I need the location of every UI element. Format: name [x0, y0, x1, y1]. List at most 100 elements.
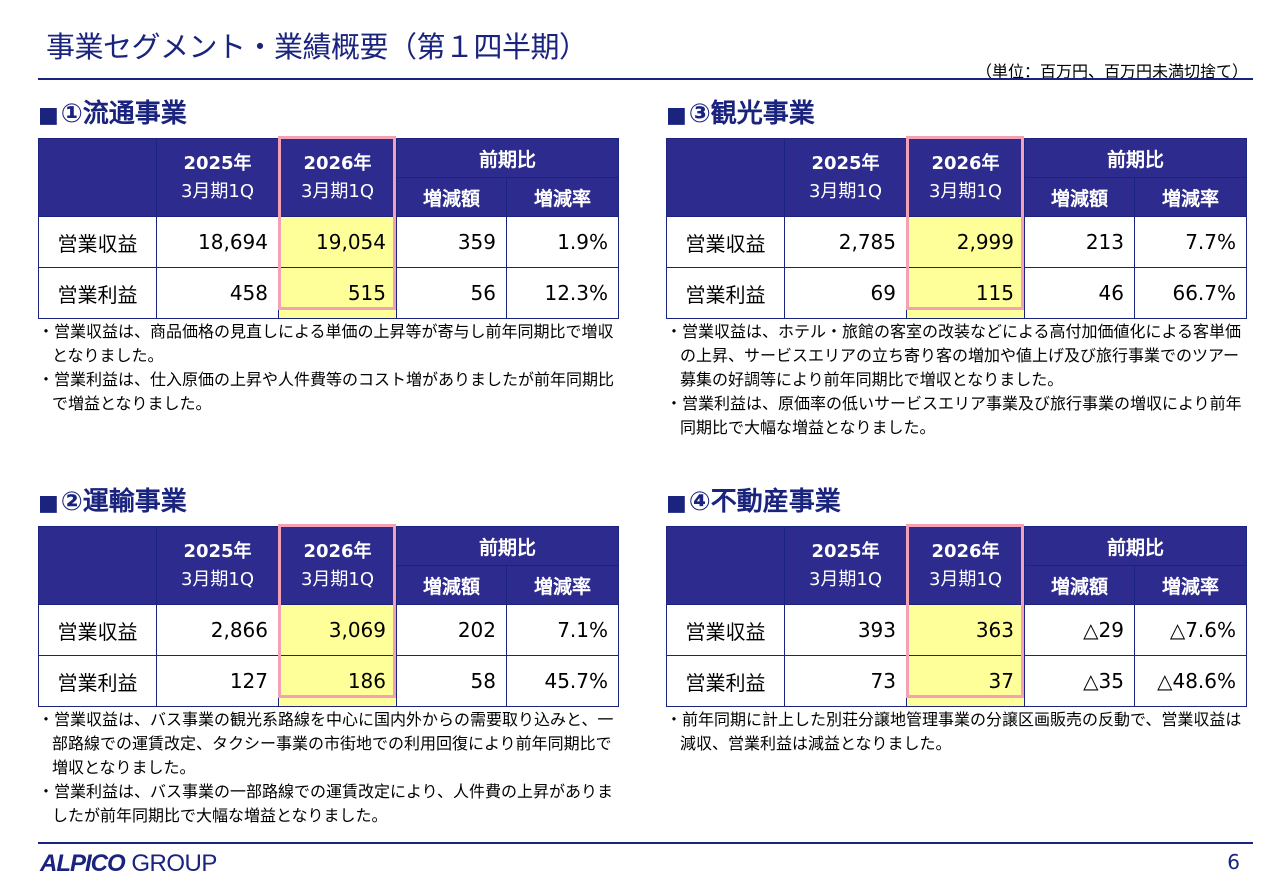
- square-marker: ■: [666, 491, 687, 516]
- value-rate: 66.7%: [1133, 267, 1248, 319]
- value-curr: 115: [906, 267, 1025, 319]
- table-row: 営業利益 127 186 58 45.7%: [38, 655, 620, 707]
- value-prev: 458: [156, 267, 279, 319]
- segment-title: ■③観光事業: [666, 94, 1246, 134]
- table-row: 営業利益 69 115 46 66.7%: [666, 267, 1248, 319]
- value-diff: 359: [396, 216, 507, 268]
- header-diff: 増減額: [1024, 177, 1135, 217]
- header-2025-term: 3月期1Q: [808, 180, 883, 202]
- note-item: ・前年同期に計上した別荘分譲地管理事業の分譲区画販売の反動で、営業収益は減収、営…: [666, 710, 1242, 753]
- company-logo: ALPICO GROUP: [40, 850, 217, 878]
- value-diff: △29: [1024, 604, 1135, 656]
- value-diff: 46: [1024, 267, 1135, 319]
- header-2026: 2026年 3月期1Q: [906, 526, 1025, 605]
- header-rate: 増減率: [1133, 565, 1248, 605]
- header-2026-term: 3月期1Q: [300, 568, 375, 590]
- segment-table: 2025年 3月期1Q 2026年 3月期1Q 前期比 増減額 増減率 営業収益 1…: [38, 138, 620, 319]
- header-2025: 2025年 3月期1Q: [156, 138, 279, 217]
- title-divider: [38, 78, 1253, 80]
- row-label: 営業収益: [38, 216, 157, 268]
- segment-table-wrap: 2025年 3月期1Q 2026年 3月期1Q 前期比 増減額 増減率 営業収益 1…: [38, 136, 620, 319]
- value-rate: 7.7%: [1133, 216, 1248, 268]
- logo-group-text: GROUP: [131, 850, 217, 877]
- header-2025: 2025年 3月期1Q: [156, 526, 279, 605]
- header-2026-year: 2026年: [303, 540, 372, 562]
- header-yoy: 前期比: [395, 526, 620, 566]
- row-label: 営業利益: [38, 655, 157, 707]
- segment-real-estate: ■④不動産事業 2025年 3月期1Q 2026年 3月期1Q 前期比 増減額 増減…: [666, 482, 1248, 756]
- header-blank: [666, 138, 785, 217]
- page-number: 6: [1227, 850, 1240, 874]
- segment-transport: ■②運輸事業 2025年 3月期1Q 2026年 3月期1Q 前期比 増減額 増減率…: [38, 482, 620, 828]
- header-2026: 2026年 3月期1Q: [278, 138, 397, 217]
- segment-notes: ・営業収益は、バス事業の観光系路線を中心に国内外からの需要取り込みと、一部路線で…: [38, 708, 618, 828]
- header-2026-term: 3月期1Q: [928, 568, 1003, 590]
- value-curr: 515: [278, 267, 397, 319]
- value-rate: △48.6%: [1133, 655, 1248, 707]
- value-prev: 393: [784, 604, 907, 656]
- value-prev: 2,785: [784, 216, 907, 268]
- segment-title-text: ①流通事業: [60, 99, 187, 129]
- note-item: ・営業収益は、バス事業の観光系路線を中心に国内外からの需要取り込みと、一部路線で…: [38, 710, 614, 777]
- value-rate: 45.7%: [505, 655, 620, 707]
- segment-table-wrap: 2025年 3月期1Q 2026年 3月期1Q 前期比 増減額 増減率 営業収益 2…: [38, 524, 620, 707]
- value-prev: 2,866: [156, 604, 279, 656]
- value-rate: △7.6%: [1133, 604, 1248, 656]
- segment-title: ■④不動産事業: [666, 482, 1246, 522]
- segment-notes: ・営業収益は、商品価格の見直しによる単価の上昇等が寄与し前年同期比で増収となりま…: [38, 320, 618, 416]
- row-label: 営業利益: [666, 267, 785, 319]
- logo-mark-text: ALPICO: [40, 850, 126, 877]
- value-diff: 58: [396, 655, 507, 707]
- value-diff: 202: [396, 604, 507, 656]
- header-2025-year: 2025年: [811, 152, 880, 174]
- value-diff: △35: [1024, 655, 1135, 707]
- header-diff: 増減額: [1024, 565, 1135, 605]
- header-yoy: 前期比: [1023, 138, 1248, 178]
- header-yoy: 前期比: [1023, 526, 1248, 566]
- header-2026-year: 2026年: [931, 152, 1000, 174]
- segment-title-text: ④不動産事業: [688, 487, 841, 517]
- note-item: ・営業利益は、仕入原価の上昇や人件費等のコスト増がありましたが前年同期比で増益と…: [38, 370, 615, 413]
- value-curr: 363: [906, 604, 1025, 656]
- row-label: 営業収益: [666, 216, 785, 268]
- header-2026-term: 3月期1Q: [300, 180, 375, 202]
- segment-title-text: ③観光事業: [688, 99, 815, 129]
- header-2025-year: 2025年: [183, 152, 252, 174]
- segment-table-wrap: 2025年 3月期1Q 2026年 3月期1Q 前期比 増減額 増減率 営業収益 3…: [666, 524, 1248, 707]
- header-blank: [38, 526, 157, 605]
- unit-note: （単位：百万円、百万円未満切捨て）: [975, 62, 1248, 81]
- header-2025: 2025年 3月期1Q: [784, 138, 907, 217]
- value-prev: 127: [156, 655, 279, 707]
- square-marker: ■: [666, 103, 687, 128]
- table-row: 営業利益 458 515 56 12.3%: [38, 267, 620, 319]
- header-yoy: 前期比: [395, 138, 620, 178]
- value-rate: 12.3%: [505, 267, 620, 319]
- table-row: 営業収益 18,694 19,054 359 1.9%: [38, 216, 620, 268]
- header-2025-year: 2025年: [183, 540, 252, 562]
- note-item: ・営業収益は、商品価格の見直しによる単価の上昇等が寄与し前年同期比で増収となりま…: [38, 322, 614, 365]
- header-2026-year: 2026年: [931, 540, 1000, 562]
- header-diff: 増減額: [396, 565, 507, 605]
- value-diff: 213: [1024, 216, 1135, 268]
- header-2025-term: 3月期1Q: [180, 568, 255, 590]
- segment-table: 2025年 3月期1Q 2026年 3月期1Q 前期比 増減額 増減率 営業収益 2…: [38, 526, 620, 707]
- row-label: 営業収益: [38, 604, 157, 656]
- row-label: 営業利益: [38, 267, 157, 319]
- header-2026-year: 2026年: [303, 152, 372, 174]
- note-item: ・営業利益は、バス事業の一部路線での運賃改定により、人件費の上昇がありましたが前…: [38, 782, 614, 825]
- segment-notes: ・営業収益は、ホテル・旅館の客室の改装などによる高付加価値化による客単価の上昇、…: [666, 320, 1246, 440]
- value-curr: 186: [278, 655, 397, 707]
- header-rate: 増減率: [1133, 177, 1248, 217]
- header-2025: 2025年 3月期1Q: [784, 526, 907, 605]
- value-rate: 7.1%: [505, 604, 620, 656]
- segment-notes: ・前年同期に計上した別荘分譲地管理事業の分譲区画販売の反動で、営業収益は減収、営…: [666, 708, 1246, 756]
- segment-title-text: ②運輸事業: [60, 487, 187, 517]
- value-prev: 69: [784, 267, 907, 319]
- square-marker: ■: [38, 491, 59, 516]
- value-curr: 3,069: [278, 604, 397, 656]
- segment-table: 2025年 3月期1Q 2026年 3月期1Q 前期比 増減額 増減率 営業収益 3…: [666, 526, 1248, 707]
- row-label: 営業収益: [666, 604, 785, 656]
- header-2026: 2026年 3月期1Q: [278, 526, 397, 605]
- segment-title: ■②運輸事業: [38, 482, 618, 522]
- header-blank: [38, 138, 157, 217]
